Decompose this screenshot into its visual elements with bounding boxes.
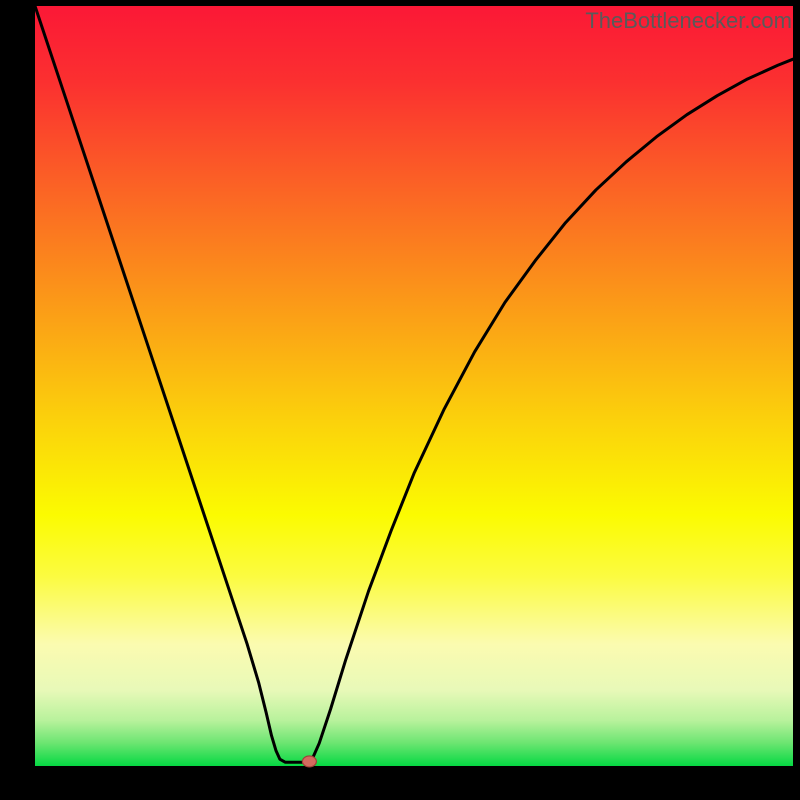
watermark-text: TheBottlenecker.com xyxy=(585,8,792,34)
plot-area xyxy=(35,6,793,766)
bottleneck-chart: TheBottlenecker.com xyxy=(0,0,800,800)
